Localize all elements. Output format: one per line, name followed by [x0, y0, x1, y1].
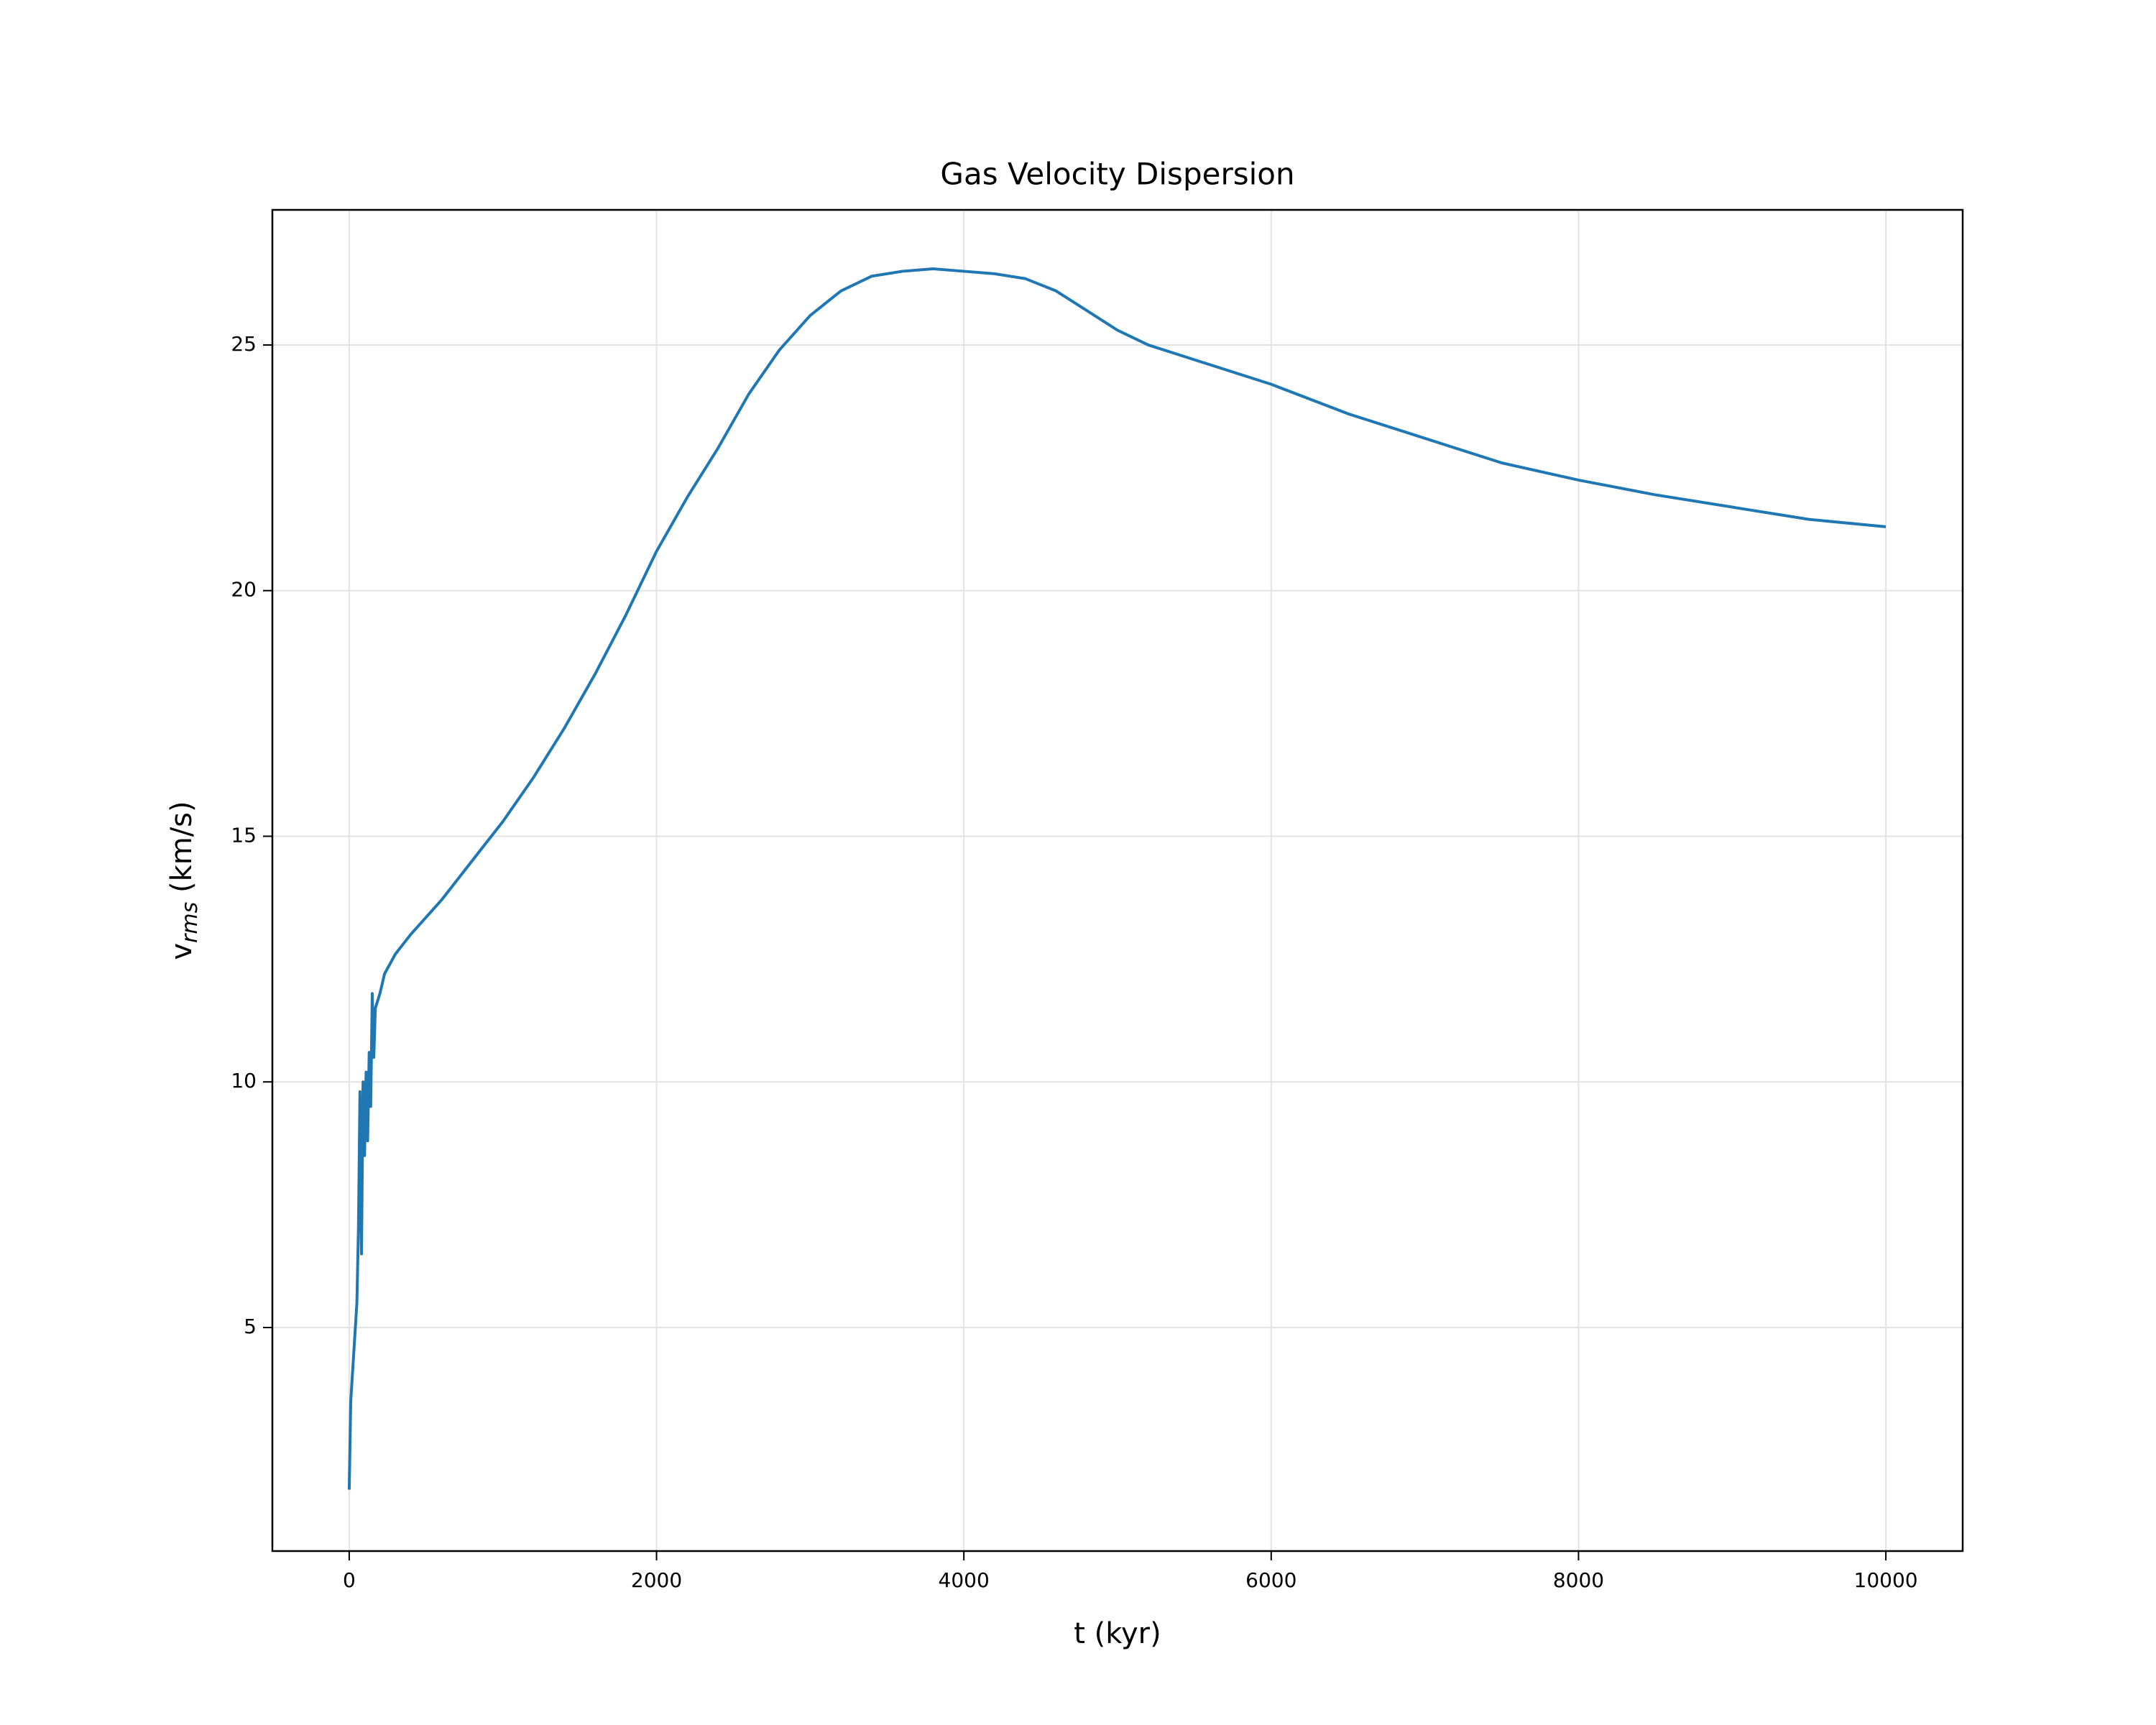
x-tick-label: 10000	[1854, 1568, 1918, 1592]
x-tick-label: 6000	[1245, 1568, 1296, 1592]
y-tick-label: 15	[231, 823, 257, 847]
x-axis-label: t (kyr)	[1074, 1617, 1161, 1650]
y-tick-label: 10	[231, 1069, 257, 1092]
y-axis-label: vrms (km/s)	[165, 801, 203, 960]
data-line	[347, 267, 1886, 1490]
y-tick-label: 20	[231, 578, 257, 602]
x-tick-label: 2000	[631, 1568, 682, 1592]
y-tick-label: 5	[244, 1315, 257, 1338]
chart-title: Gas Velocity Dispersion	[940, 157, 1294, 192]
x-tick-label: 8000	[1553, 1568, 1604, 1592]
x-tick-label: 4000	[939, 1568, 990, 1592]
plot-frame	[271, 208, 1964, 1552]
y-tick-label: 25	[231, 332, 257, 356]
y-label-main: v	[165, 943, 198, 960]
x-tick-label: 0	[343, 1568, 356, 1592]
y-label-sub: rms	[178, 902, 203, 943]
y-label-rest: (km/s)	[165, 801, 198, 901]
